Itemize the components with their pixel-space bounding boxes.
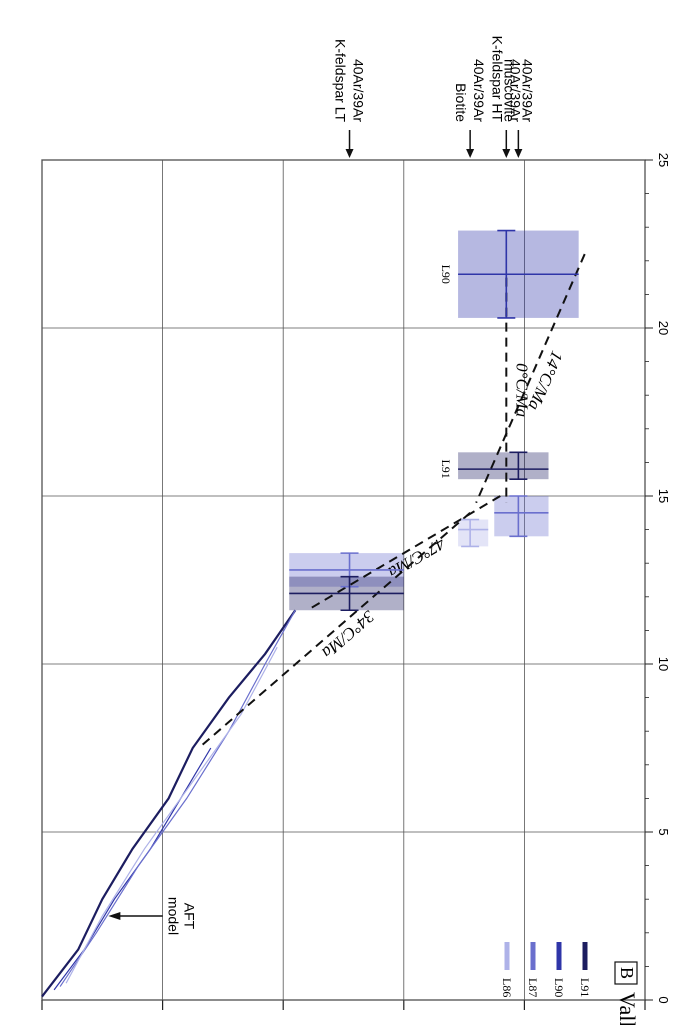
panel-label-box: [614, 961, 638, 985]
x-tick-label: 0: [656, 996, 671, 1003]
x-tick-label: 10: [656, 657, 671, 671]
cooling-rate-line: [198, 512, 471, 749]
closure-label: 40Ar/39ArK-feldspar HT: [489, 36, 523, 123]
closure-label: 40Ar/39ArBiotite: [453, 59, 487, 122]
closure-label: 40Ar/39Armuscovite: [501, 59, 535, 122]
legend-label: L86: [500, 978, 514, 997]
cooling-rate-line: [475, 253, 586, 504]
x-tick-label: 5: [656, 828, 671, 835]
aft-model-arrow-head: [108, 912, 121, 920]
aft-model-label: AFTmodel: [166, 897, 198, 935]
panel-label: B: [617, 967, 637, 979]
sample-band: [458, 452, 549, 480]
sample-label: L91: [439, 459, 453, 478]
closure-arrow-head: [514, 149, 523, 158]
grid: 0 5 10 15 20 25: [41, 153, 671, 1010]
x-tick-label: 25: [656, 153, 671, 167]
legend-label: L90: [552, 978, 566, 997]
aft-model-curves: [41, 609, 297, 998]
closure-label: 40Ar/39ArK-feldspar LT: [333, 39, 367, 122]
x-tick-label: 15: [656, 489, 671, 503]
legend-label: L91: [578, 978, 592, 997]
sample-error-bars: L90 L91: [289, 229, 579, 612]
chart-title: Valley 1: [615, 992, 640, 1025]
x-tick-label: 20: [656, 321, 671, 335]
aft-model-curve: [65, 646, 278, 984]
sample-band: [494, 496, 549, 537]
aft-model-curve: [53, 747, 212, 991]
cooling-rate-label: 0°C/Ma: [512, 363, 531, 417]
aft-model-curve: [59, 609, 296, 987]
aft-model-curve: [41, 609, 297, 998]
sample-label: L90: [439, 265, 453, 284]
closure-arrow-head: [502, 149, 511, 158]
closure-arrow-head: [345, 149, 354, 158]
cooling-rate-label: 34°C/Ma: [318, 606, 378, 662]
legend-label: L87: [526, 978, 540, 997]
closure-arrow-head: [466, 149, 475, 158]
sample-band: [458, 519, 489, 547]
